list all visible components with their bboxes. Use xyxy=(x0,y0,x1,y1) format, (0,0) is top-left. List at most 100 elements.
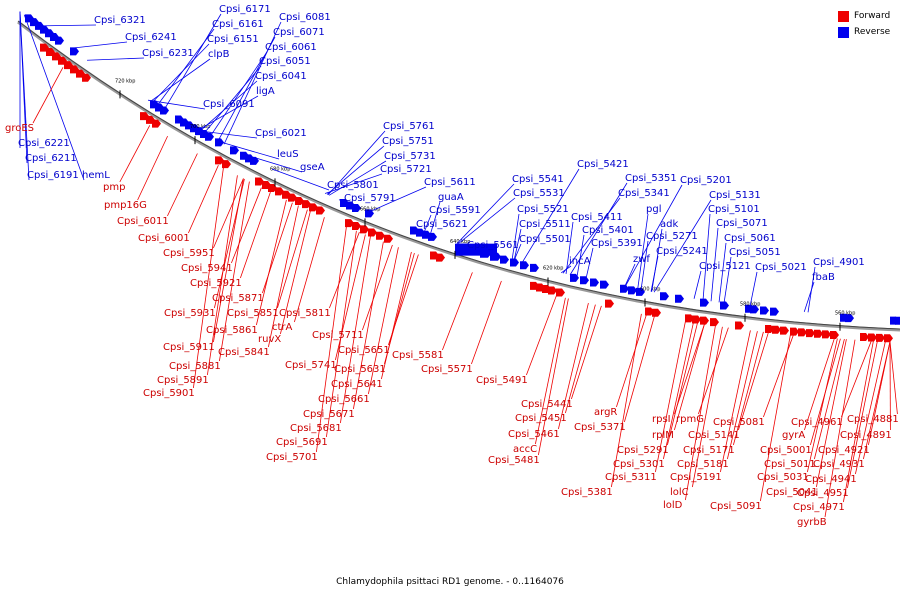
reverse-gene-arrow xyxy=(428,232,437,241)
reverse-gene-arrow xyxy=(215,138,224,147)
gene-label: Cpsi_5931 xyxy=(164,308,216,319)
gene-label: Cpsi_5271 xyxy=(646,231,698,242)
forward-gene-arrow xyxy=(652,308,661,317)
label-leader-line xyxy=(624,184,683,287)
gene-label: Cpsi_5501 xyxy=(519,234,571,245)
gene-label: Cpsi_5901 xyxy=(143,388,195,399)
label-leader-line xyxy=(167,153,198,217)
gene-label: Cpsi_5941 xyxy=(181,263,233,274)
gene-label: Cpsi_5711 xyxy=(312,330,364,341)
label-leader-line xyxy=(637,213,649,290)
label-leader-line xyxy=(324,173,383,194)
reverse-gene-arrow xyxy=(230,146,239,155)
gene-label: Cpsi_5041 xyxy=(766,487,818,498)
label-leader-line xyxy=(663,322,694,460)
label-leader-line xyxy=(585,247,594,279)
label-leader-line xyxy=(150,58,211,102)
gene-label: Cpsi_5681 xyxy=(290,423,342,434)
label-leader-line xyxy=(526,295,557,376)
label-leader-line xyxy=(280,210,311,335)
label-leader-line xyxy=(562,197,621,274)
forward-gene-arrow xyxy=(316,206,325,215)
label-leader-line xyxy=(667,323,698,446)
gene-label: Cpsi_5651 xyxy=(338,345,390,356)
gene-label: lolC xyxy=(670,487,689,498)
forward-gene-arrow xyxy=(368,228,377,237)
gene-label: gyrbB xyxy=(797,517,827,528)
gene-label: Cpsi_5481 xyxy=(488,455,540,466)
gene-label: Cpsi_5091 xyxy=(710,501,762,512)
label-leader-line xyxy=(655,321,686,473)
gene-label: Cpsi_5181 xyxy=(677,459,729,470)
gene-label: Cpsi_5761 xyxy=(383,121,435,132)
scale-tick-label: 560 kbp xyxy=(835,311,855,317)
reverse-gene-arrow xyxy=(530,263,539,272)
gene-label: Cpsi_5411 xyxy=(571,212,623,223)
label-leader-line xyxy=(816,339,847,488)
label-leader-line xyxy=(718,242,727,303)
label-leader-line xyxy=(571,305,602,400)
label-leader-line xyxy=(156,28,215,106)
gene-label: Cpsi_5721 xyxy=(380,164,432,175)
forward-gene-arrow xyxy=(868,333,877,342)
forward-gene-arrow xyxy=(376,231,385,240)
label-leader-line xyxy=(410,227,419,230)
label-leader-line xyxy=(653,199,712,293)
reverse-gene-arrow xyxy=(365,209,374,218)
gene-label: Cpsi_5861 xyxy=(206,325,258,336)
label-leader-line xyxy=(749,271,758,307)
gene-label: Cpsi_5631 xyxy=(334,364,386,375)
label-leader-line xyxy=(442,272,473,351)
forward-gene-arrow xyxy=(345,219,354,228)
legend-item-reverse: Reverse xyxy=(838,24,890,40)
label-leader-line xyxy=(423,214,432,233)
forward-gene-arrow xyxy=(798,328,807,337)
genome-caption: Chlamydophila psittaci RD1 genome. - 0..… xyxy=(336,577,564,587)
reverse-gene-arrow xyxy=(580,276,589,285)
forward-gene-arrow xyxy=(806,329,815,338)
reverse-gene-arrow xyxy=(520,261,529,270)
legend-swatch-reverse xyxy=(838,26,849,38)
label-leader-line xyxy=(368,186,427,213)
forward-gene-arrow xyxy=(288,193,297,202)
gene-label: Cpsi_5021 xyxy=(755,262,807,273)
gene-label: Cpsi_4891 xyxy=(840,430,892,441)
label-leader-line xyxy=(213,178,244,343)
label-leader-line xyxy=(328,160,387,196)
gene-label: Cpsi_5661 xyxy=(318,394,370,405)
label-leader-line xyxy=(521,168,580,263)
legend-label-forward: Forward xyxy=(854,11,891,21)
gene-label: Cpsi_5731 xyxy=(384,151,436,162)
gene-label: Cpsi_6041 xyxy=(255,71,307,82)
gene-label: Cpsi_5371 xyxy=(574,422,626,433)
reverse-gene-arrow xyxy=(205,132,214,141)
label-leader-line xyxy=(674,324,705,415)
reverse-gene-arrow xyxy=(70,47,79,56)
gene-label: Cpsi_5441 xyxy=(521,399,573,410)
gene-label: adk xyxy=(660,219,678,230)
label-leader-line xyxy=(760,334,791,502)
forward-gene-arrow xyxy=(556,288,565,297)
label-leader-line xyxy=(203,65,262,134)
label-leader-line xyxy=(316,226,347,453)
label-leader-line xyxy=(294,217,325,323)
label-leader-line xyxy=(513,243,522,261)
label-leader-line xyxy=(624,263,636,287)
reverse-gene-arrow xyxy=(250,156,259,165)
label-leader-line xyxy=(807,338,838,473)
gene-label: Cpsi_5871 xyxy=(212,293,264,304)
gene-label: Cpsi_5381 xyxy=(561,487,613,498)
forward-gene-arrow xyxy=(548,286,557,295)
label-leader-line xyxy=(803,281,815,313)
forward-gene-arrow xyxy=(790,327,799,336)
gene-label: argR xyxy=(594,407,617,418)
gene-label: Cpsi_5311 xyxy=(605,472,657,483)
forward-gene-arrow xyxy=(275,187,284,196)
label-leader-line xyxy=(814,338,845,460)
label-leader-line xyxy=(692,326,723,488)
label-leader-line xyxy=(137,135,168,201)
label-leader-line xyxy=(804,338,835,431)
gene-label: Cpsi_6191 xyxy=(27,170,79,181)
label-leader-line xyxy=(223,21,282,145)
gene-label: Cpsi_5611 xyxy=(424,177,476,188)
